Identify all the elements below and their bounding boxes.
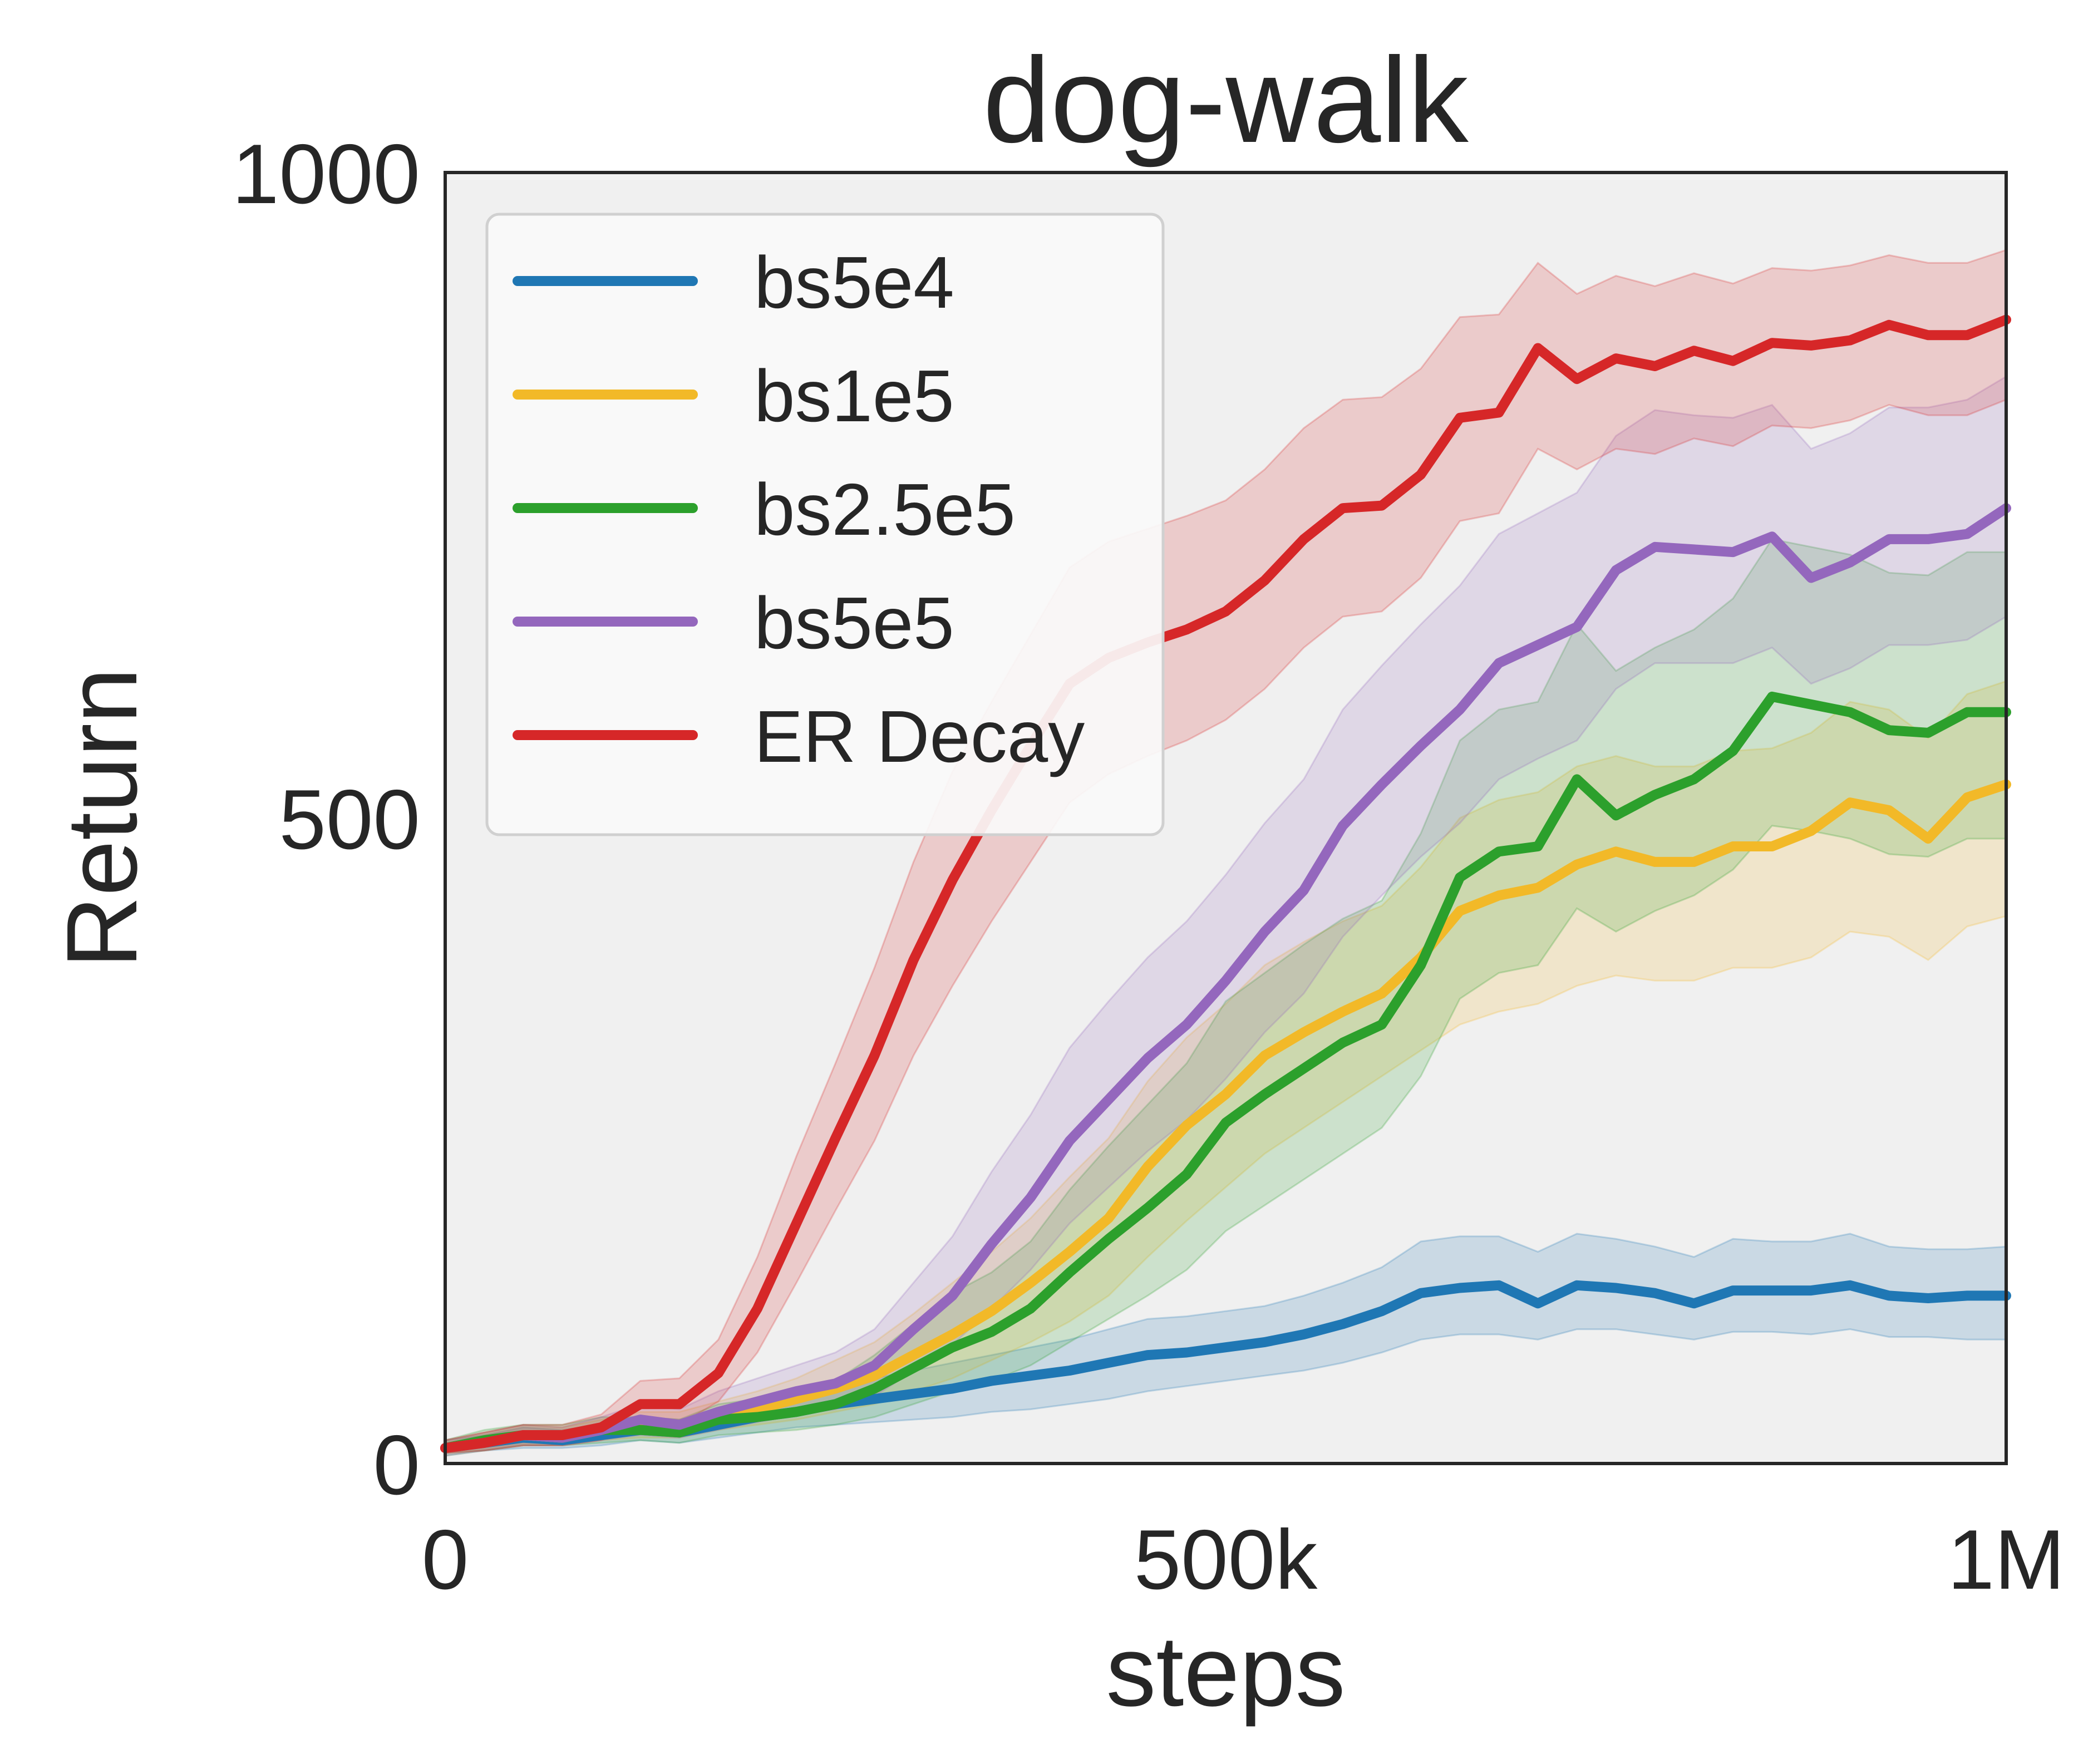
legend-box	[485, 213, 1165, 836]
legend-label-bs5e5: bs5e5	[754, 582, 954, 664]
x-axis-label: steps	[1106, 1615, 1345, 1727]
y-tick-label: 1000	[232, 127, 420, 221]
legend-label-bs1e5: bs1e5	[754, 355, 954, 437]
chart-title: dog-walk	[983, 33, 1469, 168]
plot-area-frame	[444, 171, 2008, 1465]
legend-label-bs2-5e5: bs2.5e5	[754, 469, 1016, 550]
x-axis-ticks: 0 500k 1M	[422, 1512, 2065, 1607]
series-line-bs5e5	[440, 503, 2011, 1453]
series-line-er-decay	[440, 314, 2011, 1453]
series-lines	[440, 314, 2011, 1453]
y-tick-label: 500	[279, 772, 420, 867]
x-tick-label: 500k	[1134, 1512, 1318, 1607]
x-tick-label: 1M	[1947, 1512, 2065, 1607]
y-tick-label: 0	[373, 1418, 420, 1512]
legend-label-er-decay: ER Decay	[754, 696, 1085, 777]
y-axis-label: Return	[46, 668, 158, 968]
legend-label-bs5e4: bs5e4	[754, 242, 954, 323]
x-tick-label: 0	[422, 1512, 469, 1607]
legend: bs5e4 bs1e5 bs2.5e5 bs5e5 ER Decay	[485, 213, 1165, 836]
y-axis-ticks: 0 500 1000	[232, 127, 420, 1512]
series-line-bs2-5e5	[440, 691, 2011, 1453]
